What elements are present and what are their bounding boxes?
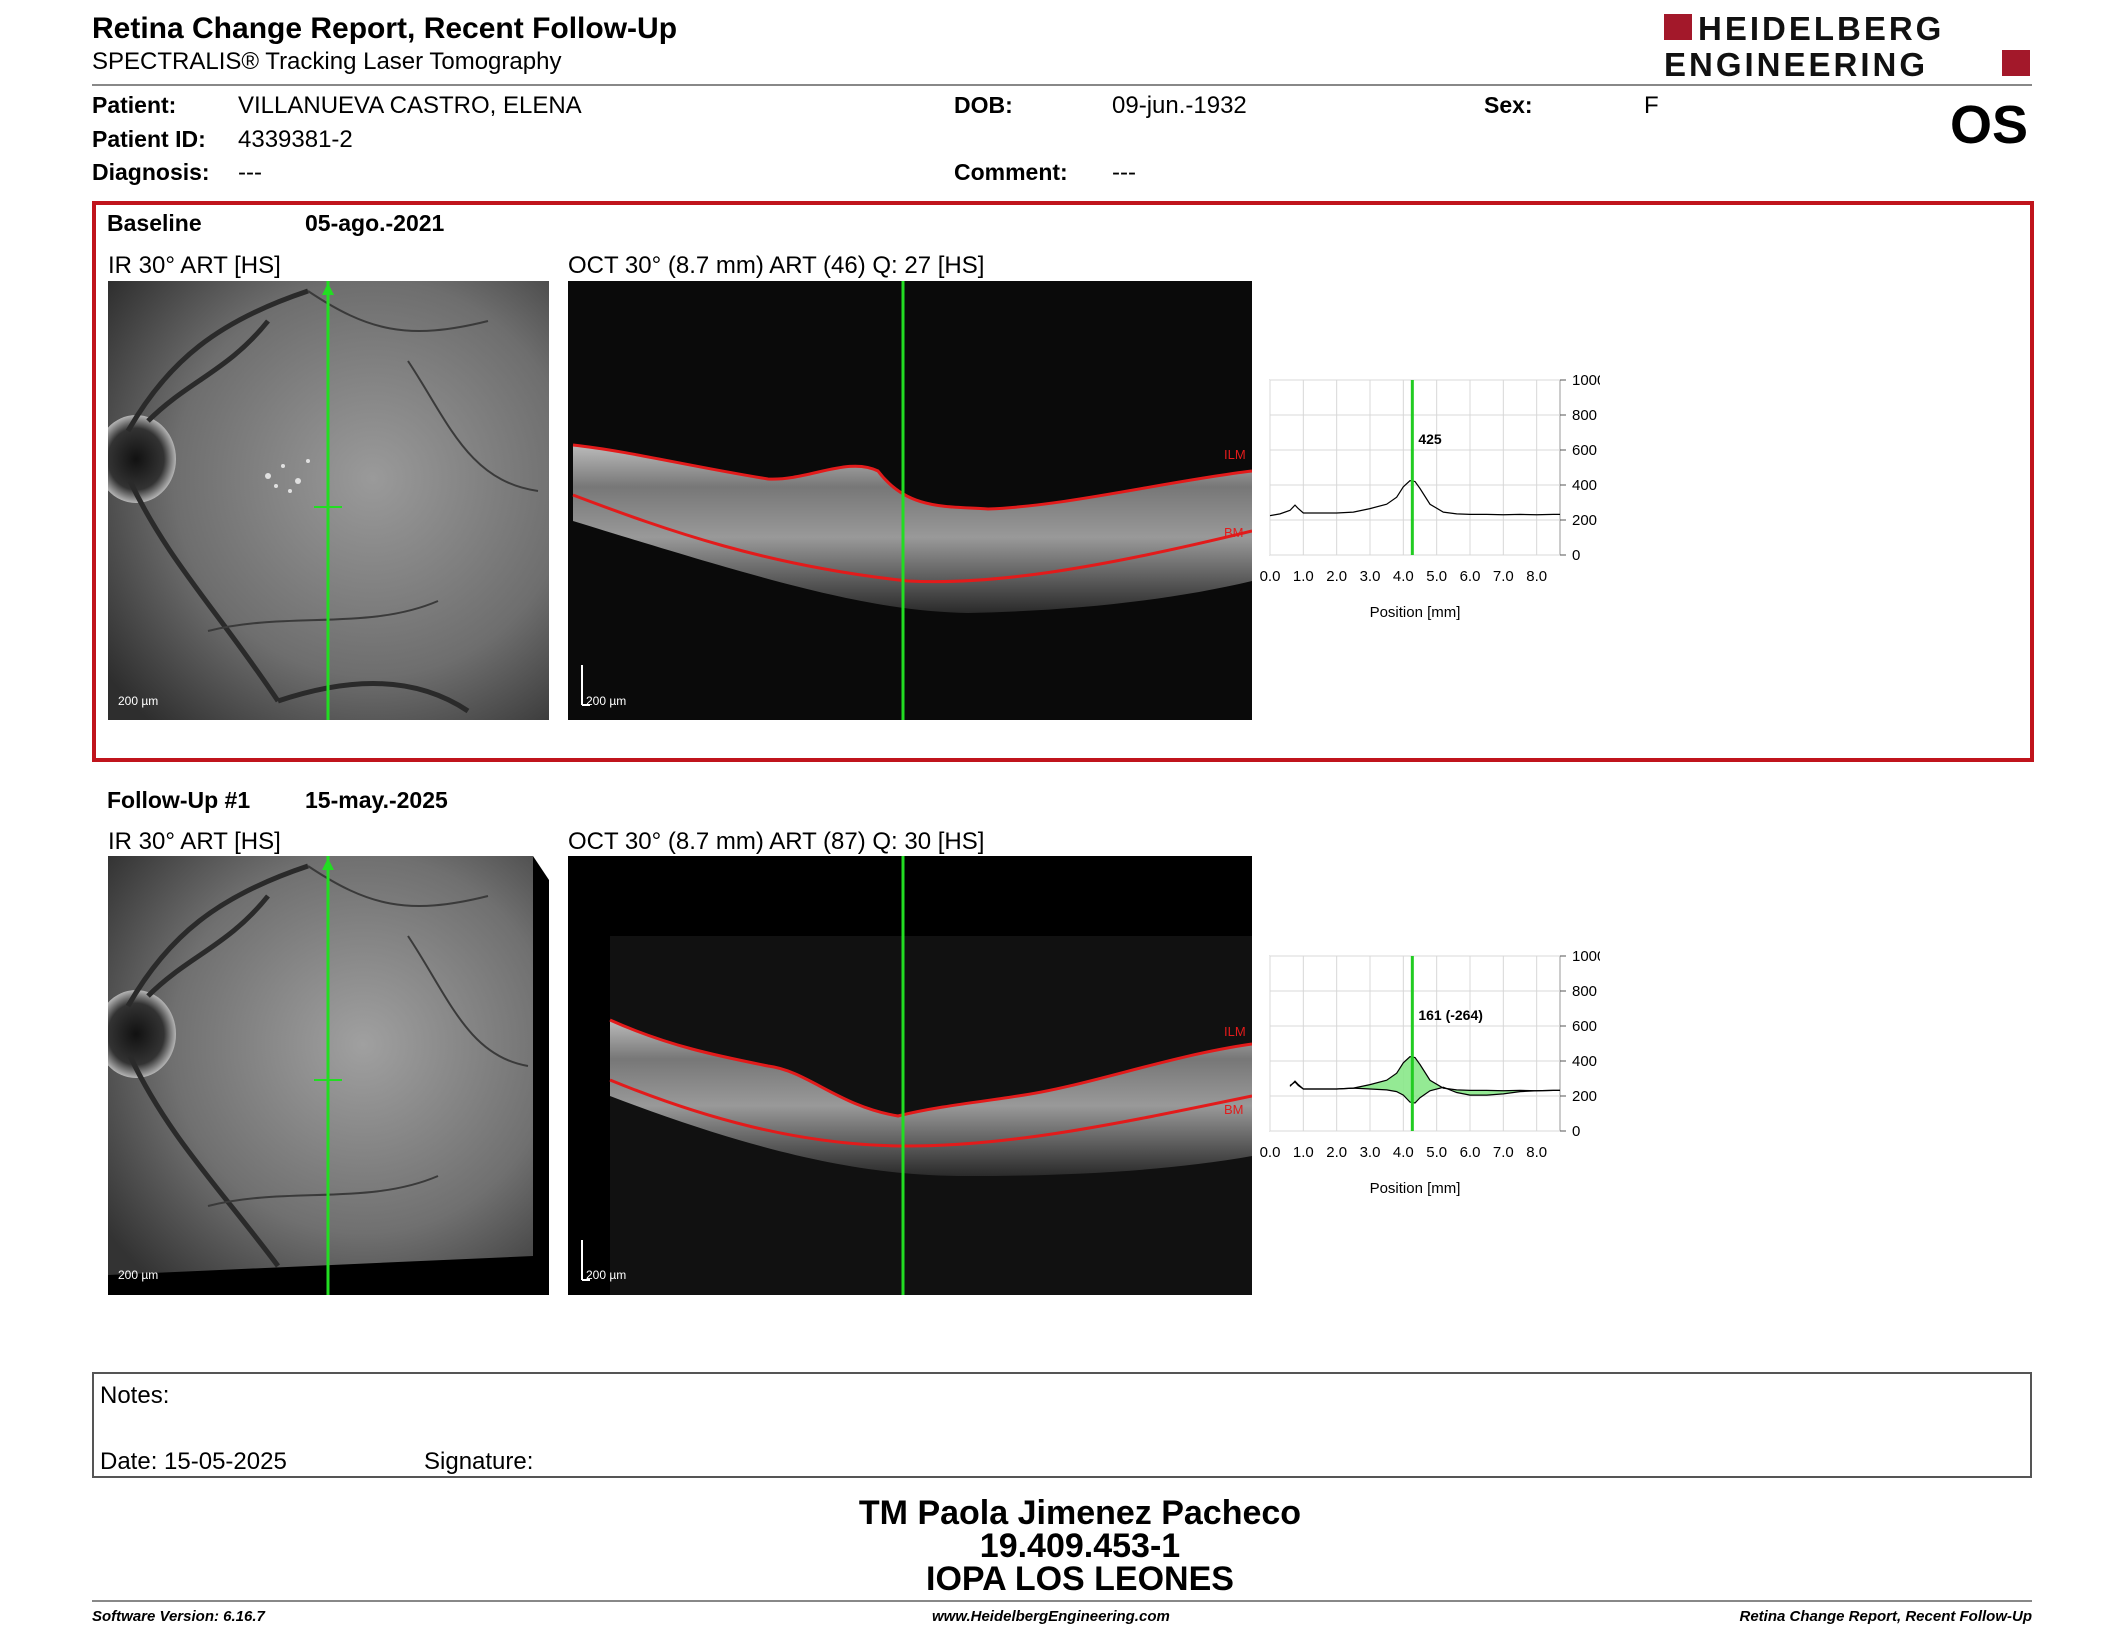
x-tick-label: 0.0 (1260, 568, 1280, 585)
cursor-value-label: 425 (1418, 431, 1442, 447)
thickness-line (1269, 479, 1560, 517)
followup-oct-image[interactable]: ILM BM (568, 856, 1252, 1295)
x-tick-label: 1.0 (1293, 1144, 1314, 1161)
baseline-ir-scale: 200 µm (118, 694, 159, 708)
x-tick-label: 5.0 (1426, 1144, 1447, 1161)
baseline-oct-scale: 200 µm (586, 694, 627, 708)
dob-label: DOB: (954, 92, 1013, 118)
signatory-name: TM Paola Jimenez Pacheco (858, 1494, 1302, 1532)
notes-signature-label: Signature: (424, 1448, 534, 1475)
plot-area (1269, 955, 1561, 1132)
followup-oct-title: OCT 30° (8.7 mm) ART (87) Q: 30 [HS] (568, 828, 985, 855)
baseline-oct-title: OCT 30° (8.7 mm) ART (46) Q: 27 [HS] (568, 252, 985, 279)
comment-value: --- (1112, 159, 1136, 186)
x-axis-label: Position [mm] (1370, 1180, 1461, 1197)
baseline-panel (92, 201, 2034, 762)
cursor-value-label: 161 (-264) (1418, 1007, 1483, 1023)
y-tick-label: 800 (1572, 983, 1597, 1000)
x-tick-label: 1.0 (1293, 568, 1314, 585)
footer-divider (92, 1600, 2032, 1602)
x-tick-label: 7.0 (1493, 568, 1514, 585)
followup-ir-title: IR 30° ART [HS] (108, 828, 281, 855)
y-tick-label: 1000 (1572, 372, 1600, 389)
report-title: Retina Change Report, Recent Follow-Up (92, 12, 678, 45)
x-tick-label: 6.0 (1460, 568, 1481, 585)
patient-id: 4339381-2 (238, 126, 353, 153)
baseline-date: 05-ago.-2021 (305, 210, 445, 236)
diagnosis-value: --- (238, 159, 262, 186)
baseline-ir-image[interactable] (108, 281, 549, 720)
dob-value: 09-jun.-1932 (1112, 92, 1247, 119)
y-tick-label: 400 (1572, 477, 1597, 494)
svg-text:ENGINEERING: ENGINEERING (1664, 46, 1928, 82)
followup-oct-scale: 200 µm (586, 1268, 627, 1282)
header-divider (92, 84, 2032, 86)
x-tick-label: 3.0 (1360, 568, 1381, 585)
signatory-id: 19.409.453-1 (979, 1527, 1181, 1565)
sex-label: Sex: (1484, 92, 1533, 118)
notes-date: Date: 15-05-2025 (100, 1448, 287, 1475)
followup-label: Follow-Up #1 (107, 787, 251, 813)
signatory-organization: IOPA LOS LEONES (926, 1560, 1234, 1598)
y-tick-label: 0 (1572, 547, 1580, 564)
svg-text:BM: BM (1224, 525, 1244, 540)
followup-date: 15-may.-2025 (305, 787, 448, 813)
footer-software-version: Software Version: 6.16.7 (92, 1608, 265, 1625)
svg-text:BM: BM (1224, 1102, 1244, 1117)
y-tick-label: 200 (1572, 1088, 1597, 1105)
heidelberg-logo: HEIDELBERG ENGINEERING (1664, 10, 2030, 82)
notes-label: Notes: (100, 1382, 170, 1409)
x-tick-label: 6.0 (1460, 1144, 1481, 1161)
x-tick-label: 8.0 (1526, 568, 1547, 585)
svg-text:ILM: ILM (1224, 447, 1246, 462)
diagnosis-label: Diagnosis: (92, 159, 210, 185)
y-tick-label: 800 (1572, 407, 1597, 424)
x-tick-label: 8.0 (1526, 1144, 1547, 1161)
y-tick-label: 600 (1572, 442, 1597, 459)
thickness-change-area (1290, 1056, 1560, 1103)
x-tick-label: 2.0 (1326, 568, 1347, 585)
x-tick-label: 4.0 (1393, 1144, 1414, 1161)
patient-id-label: Patient ID: (92, 126, 206, 152)
x-tick-label: 2.0 (1326, 1144, 1347, 1161)
followup-ir-scale: 200 µm (118, 1268, 159, 1282)
baseline-oct-image[interactable]: ILM BM (568, 281, 1252, 720)
x-tick-label: 0.0 (1260, 1144, 1280, 1161)
patient-name: VILLANUEVA CASTRO, ELENA (238, 92, 582, 119)
eye-indicator: OS (1950, 95, 2029, 155)
x-tick-label: 4.0 (1393, 568, 1414, 585)
x-tick-label: 7.0 (1493, 1144, 1514, 1161)
x-tick-label: 5.0 (1426, 568, 1447, 585)
footer-report-name: Retina Change Report, Recent Follow-Up (1739, 1608, 2032, 1625)
y-tick-label: 200 (1572, 512, 1597, 529)
x-tick-label: 3.0 (1360, 1144, 1381, 1161)
followup-thickness-chart: 0.0 1.0 2.0 3.0 4.0 5.0 6.0 7.0 8.0 0 200 400 600 800… (1260, 948, 1600, 1197)
svg-text:ILM: ILM (1224, 1024, 1246, 1039)
y-tick-label: 600 (1572, 1018, 1597, 1035)
comment-label: Comment: (954, 159, 1068, 185)
notes-box (92, 1372, 2032, 1478)
baseline-label: Baseline (107, 210, 202, 236)
report-subtitle: SPECTRALIS® Tracking Laser Tomography (92, 48, 562, 75)
baseline-thickness-chart: 0.0 1.0 2.0 3.0 4.0 5.0 6.0 7.0 8.0 0 200 400 600 800… (1260, 372, 1600, 621)
followup-ir-image[interactable] (108, 856, 549, 1295)
footer-website[interactable]: www.HeidelbergEngineering.com (932, 1608, 1170, 1625)
patient-label: Patient: (92, 92, 177, 118)
y-tick-label: 400 (1572, 1053, 1597, 1070)
y-tick-label: 0 (1572, 1123, 1580, 1140)
baseline-ir-title: IR 30° ART [HS] (108, 252, 281, 279)
y-tick-label: 1000 (1572, 948, 1600, 965)
x-axis-label: Position [mm] (1370, 604, 1461, 621)
plot-area (1269, 379, 1561, 556)
svg-text:HEIDELBERG: HEIDELBERG (1698, 10, 1944, 47)
sex-value: F (1644, 92, 1659, 119)
